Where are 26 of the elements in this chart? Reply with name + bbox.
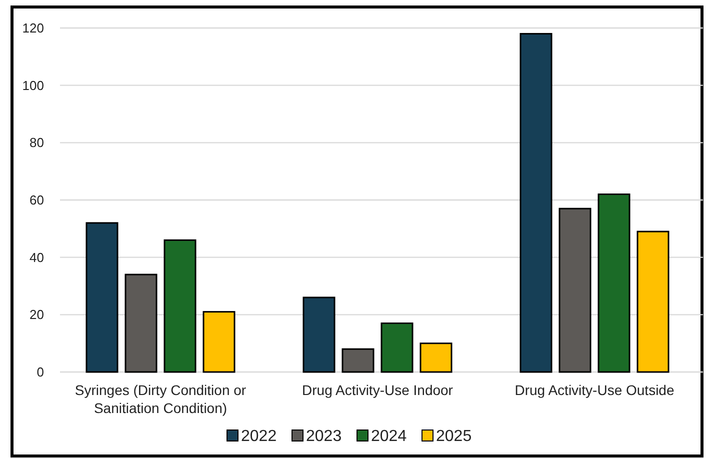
bar: [342, 348, 374, 373]
bar: [558, 208, 592, 373]
x-tick-label: Syringes (Dirty Condition or Sanitiation Condition): [74, 382, 246, 416]
bar: [164, 239, 196, 373]
bar: [380, 322, 414, 373]
bar: [124, 274, 158, 373]
bar: [302, 296, 336, 373]
bar: [86, 222, 118, 373]
y-tick-label: 60: [30, 192, 44, 208]
bar: [520, 32, 552, 373]
y-tick-label: 20: [30, 307, 44, 322]
y-tick-label: 40: [30, 250, 44, 265]
legend-label: 2024: [371, 428, 407, 445]
bar: [202, 311, 236, 373]
bar: [598, 194, 630, 373]
legend-label: 2023: [306, 428, 342, 445]
legend-label: 2025: [436, 428, 472, 445]
y-tick-label: 100: [22, 78, 44, 93]
y-tick-label: 0: [36, 364, 44, 380]
x-tick-label: Drug Activity-Use Outside: [514, 382, 674, 398]
x-tick-label: Drug Activity-Use Indoor: [302, 382, 454, 398]
y-tick-label: 80: [30, 135, 44, 150]
legend-label: 2022: [241, 428, 277, 445]
bar: [636, 230, 670, 373]
y-tick-label: 120: [22, 20, 44, 36]
bar: [420, 342, 452, 373]
